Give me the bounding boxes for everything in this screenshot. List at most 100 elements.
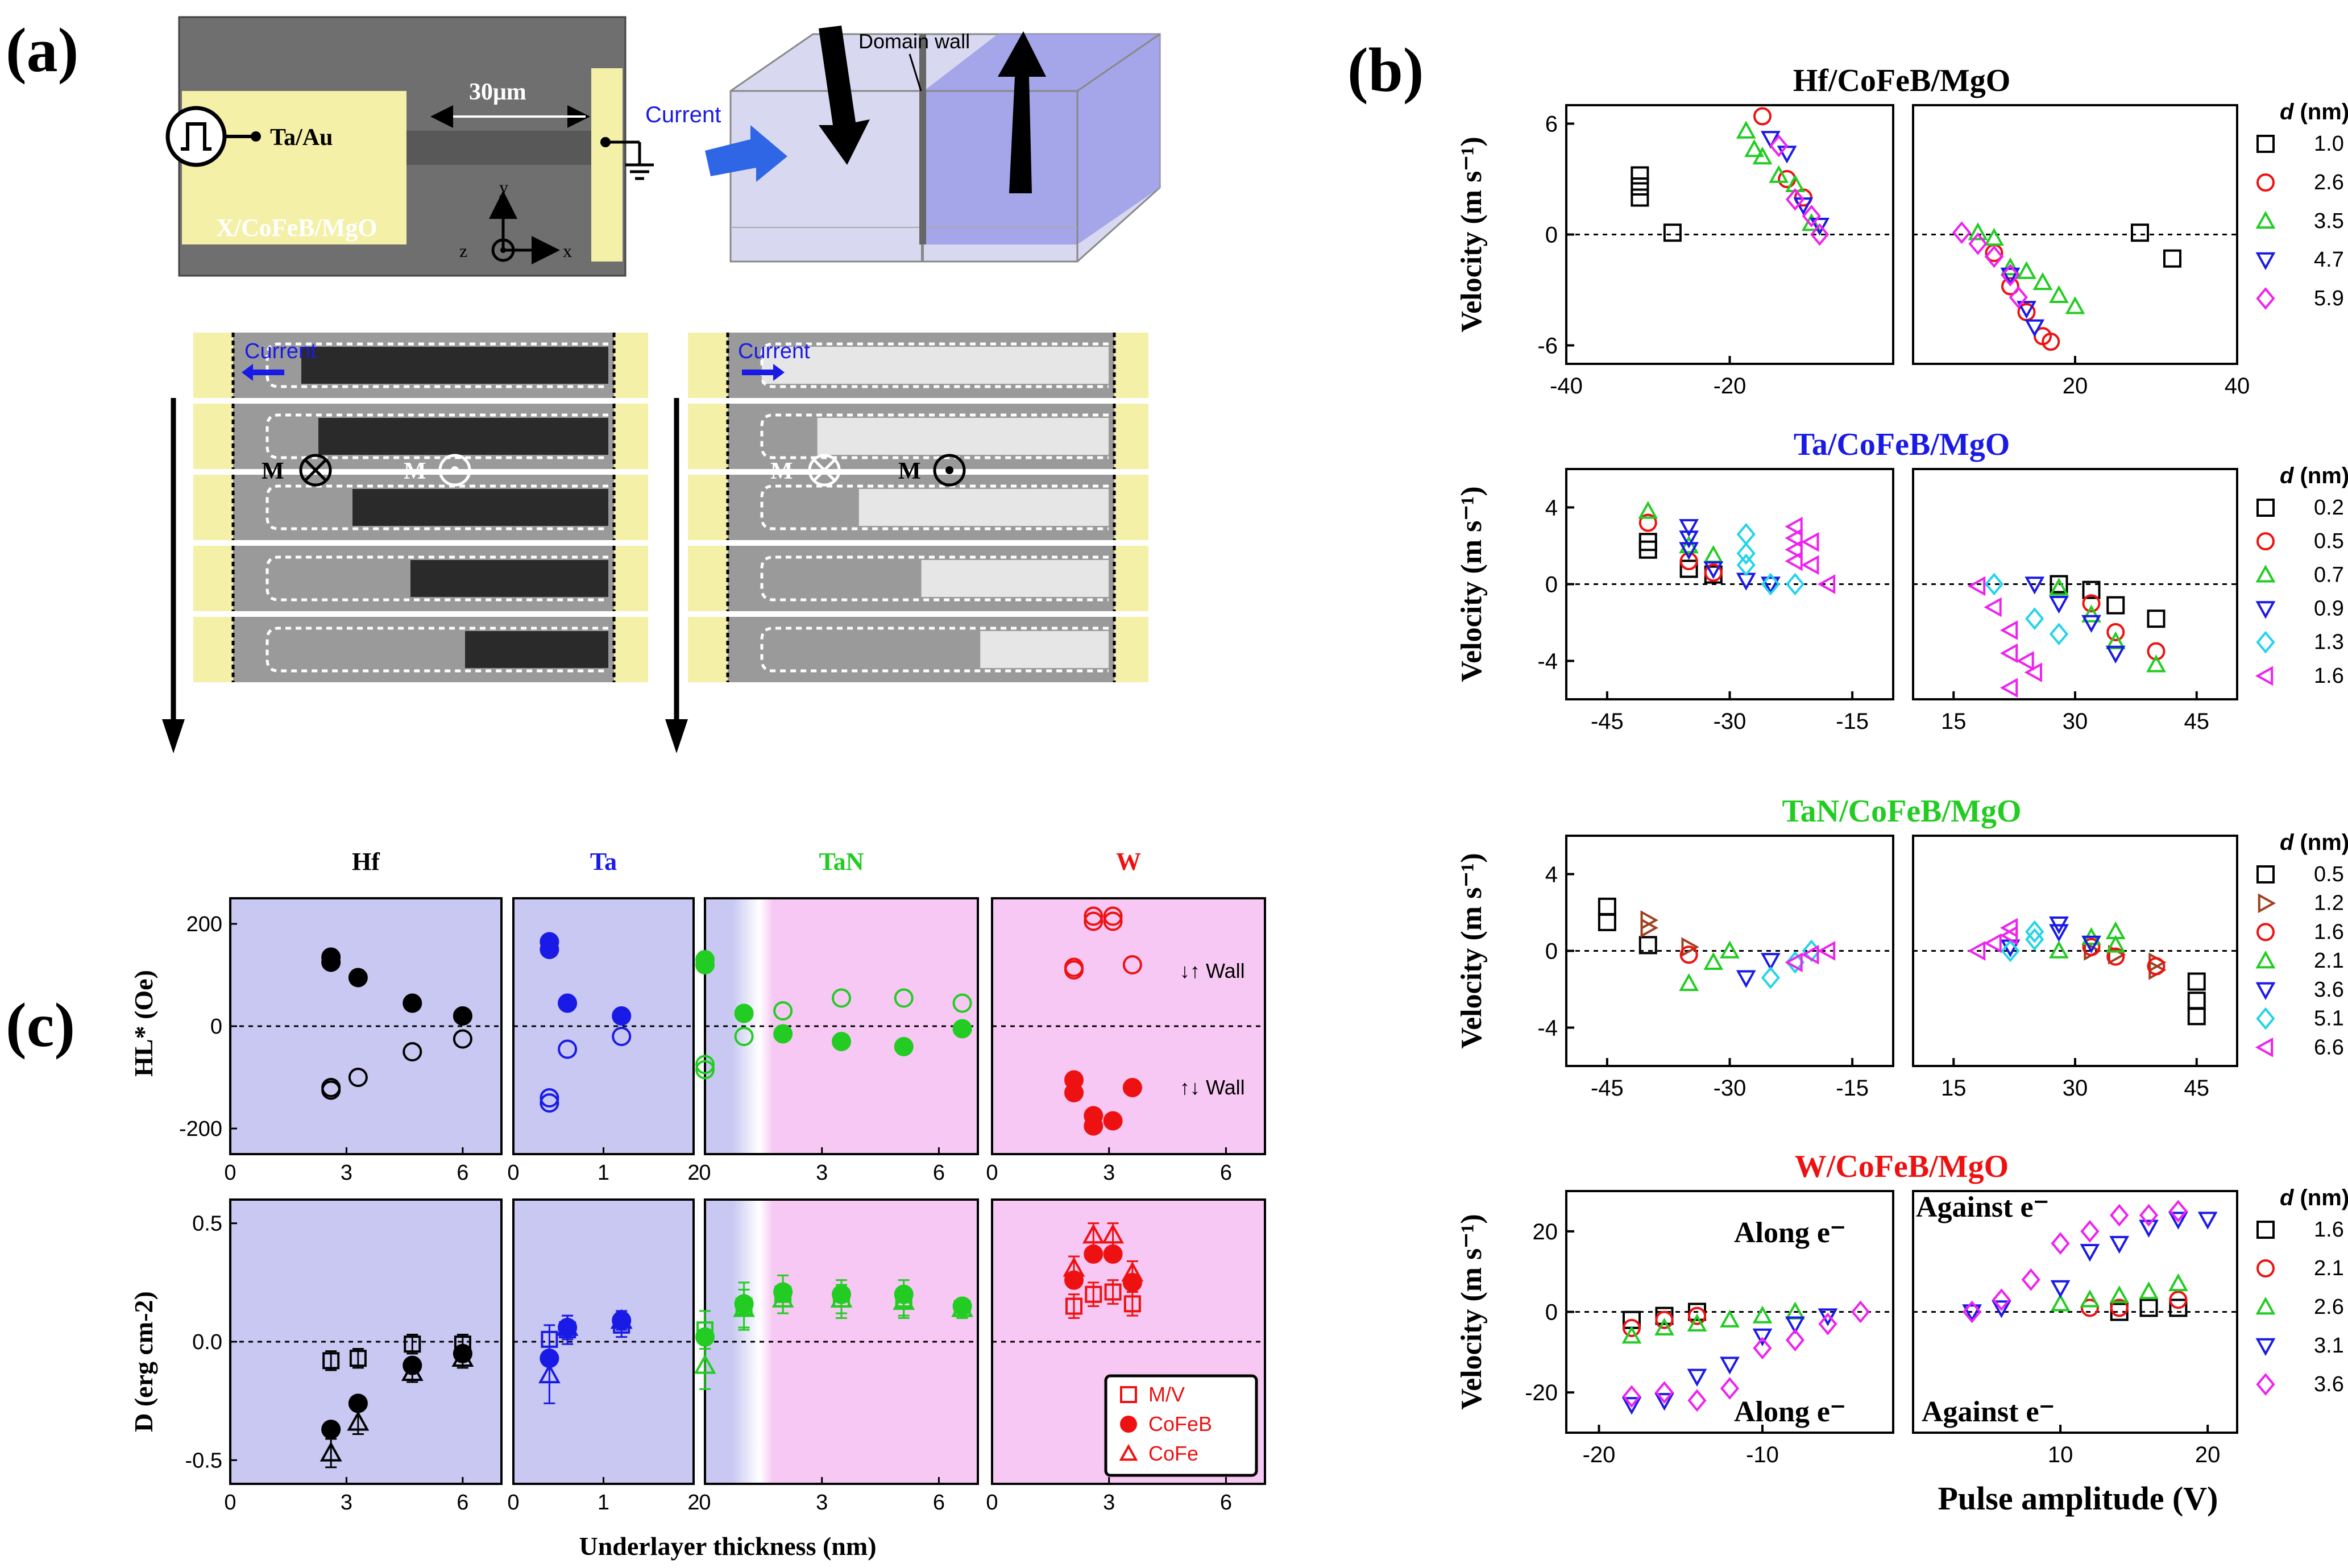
m-into-icon-right	[808, 454, 841, 487]
open-point	[695, 1055, 715, 1075]
x-tick-label: 0	[986, 1491, 998, 1515]
data-point	[1984, 227, 2004, 246]
y-tick-label: 0	[1545, 1300, 1558, 1325]
data-point	[2106, 623, 2125, 641]
x-tick-label: 0	[224, 1491, 236, 1515]
legend-label: CoFeB	[1148, 1412, 1212, 1436]
mv-point	[322, 1352, 340, 1370]
x-tick-label: 6	[457, 1491, 468, 1515]
data-point	[2082, 594, 2101, 613]
device-micrograph: Ta/Au 30μm X/CoFeB/MgO y x z	[165, 16, 654, 277]
data-point	[2105, 935, 2126, 953]
data-point	[1598, 912, 1616, 931]
data-point	[1621, 1325, 1642, 1344]
data-point	[1999, 678, 2018, 698]
panel-c-hl-w: 0 3 6 W	[986, 848, 1266, 1185]
x-tick-label: 20	[2063, 374, 2088, 399]
domain-right	[924, 34, 1160, 244]
cofeb-point	[695, 1327, 715, 1347]
data-point	[1623, 1318, 1641, 1337]
y-tick-label: 20	[1533, 1219, 1558, 1245]
mv-point	[1065, 1297, 1082, 1315]
data-point	[2105, 631, 2126, 649]
x-tick-label: -20	[1583, 1442, 1616, 1467]
moke-wire-outline	[760, 484, 1109, 530]
m-into-icon	[299, 454, 332, 487]
electrode-label: Ta/Au	[270, 125, 333, 151]
data-point	[2139, 1299, 2158, 1317]
mv-point	[349, 1350, 367, 1367]
data-point	[2051, 1232, 2070, 1255]
data-point	[1736, 553, 1756, 576]
cofeb-point	[348, 1393, 368, 1413]
filled-point	[773, 1024, 793, 1044]
data-point	[1679, 530, 1699, 549]
legend-marker	[1120, 1386, 1137, 1403]
chart-title: Ta/CoFeB/MgO	[1794, 427, 2010, 462]
data-point	[2017, 261, 2036, 279]
data-point	[1736, 970, 1756, 988]
m-right-label-1: M	[770, 458, 793, 484]
moke-wire-outline	[266, 627, 608, 673]
filled-point	[1064, 1083, 1084, 1102]
data-point	[2050, 1293, 2071, 1312]
moke-electrode-left	[193, 404, 233, 469]
x-tick-label: 15	[1941, 709, 1967, 734]
data-point	[1984, 597, 2002, 617]
stack-label: X/CoFeB/MgO	[216, 214, 377, 242]
data-point	[1818, 1312, 1837, 1335]
cofe-point	[694, 1354, 716, 1374]
data-point	[1761, 966, 1780, 989]
data-point	[1621, 1397, 1642, 1415]
velocity-chart-4: W/CoFeB/MgO Velocity (m s⁻¹) -20 -10 -20 0 20 1…	[1455, 1149, 2348, 1467]
moke-electrode-left	[193, 475, 233, 540]
cofe-point	[1102, 1223, 1124, 1244]
data-point	[2082, 580, 2101, 599]
moke-wire-outline	[266, 342, 608, 388]
x-tick-label: 3	[816, 1491, 828, 1515]
y-tick-label: 0.0	[192, 1330, 222, 1354]
x-tick-label: 3	[341, 1491, 352, 1515]
x-tick-label: 3	[341, 1161, 352, 1185]
x-tick-label: 6	[933, 1161, 945, 1185]
data-point	[1999, 643, 2018, 663]
data-point	[2049, 596, 2069, 614]
data-point	[1679, 542, 1699, 560]
x-tick-label: 45	[2184, 709, 2210, 734]
legend-marker	[2256, 1373, 2275, 1396]
data-point	[1744, 139, 1765, 157]
cofeb-point	[832, 1284, 851, 1304]
data-point	[2139, 1204, 2159, 1227]
filled-point	[558, 993, 578, 1013]
data-point	[2025, 319, 2045, 338]
legend-marker	[2256, 135, 2275, 153]
data-point	[2106, 947, 2125, 966]
data-point	[2147, 609, 2166, 628]
filled-point	[1122, 1078, 1142, 1097]
data-point	[1679, 519, 1699, 537]
data-point	[2168, 1212, 2188, 1230]
data-point	[1752, 146, 1773, 165]
data-point	[2080, 1244, 2100, 1262]
data-point	[2131, 223, 2149, 242]
cofe-point	[347, 1411, 370, 1431]
legend-marker	[2255, 982, 2276, 1000]
legend-label: 1.0	[2314, 132, 2344, 156]
filled-point	[952, 1019, 972, 1039]
x-tick-label: 45	[2184, 1076, 2210, 1101]
data-point	[1720, 940, 1740, 959]
y-axis-label: Velocity (m s⁻¹)	[1455, 136, 1488, 332]
data-point	[1687, 1368, 1707, 1387]
moke-electrode-right	[1114, 546, 1148, 611]
moke-electrode-left	[688, 475, 728, 540]
open-point	[1064, 957, 1084, 977]
moke-wire-outline	[760, 413, 1109, 459]
legend-title: d (nm)	[2280, 463, 2348, 488]
moke-domain	[980, 631, 1109, 668]
mv-point	[541, 1330, 558, 1348]
data-point	[2049, 940, 2069, 959]
scale-bar-label: 5μm	[745, 773, 786, 797]
data-point	[1992, 1288, 2011, 1312]
data-point	[2021, 1268, 2040, 1291]
moke-electrode-left	[688, 404, 728, 469]
